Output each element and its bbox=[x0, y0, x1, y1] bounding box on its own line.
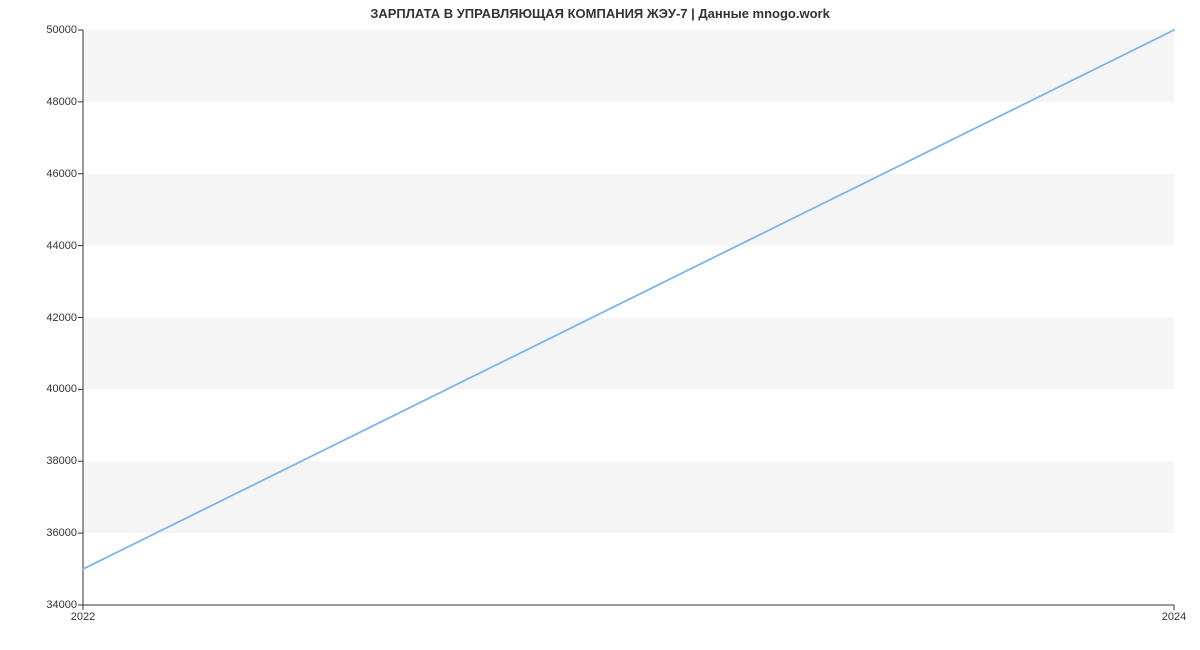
y-axis-tick-label: 50000 bbox=[46, 24, 77, 36]
y-axis-tick-label: 38000 bbox=[46, 455, 77, 467]
y-axis-tick-label: 34000 bbox=[46, 599, 77, 611]
chart-title: ЗАРПЛАТА В УПРАВЛЯЮЩАЯ КОМПАНИЯ ЖЭУ-7 | … bbox=[0, 6, 1200, 21]
plot-area: 3400036000380004000042000440004600048000… bbox=[83, 30, 1174, 605]
y-axis-tick-label: 36000 bbox=[46, 527, 77, 539]
y-axis-tick-label: 40000 bbox=[46, 383, 77, 395]
y-axis-tick-label: 42000 bbox=[46, 312, 77, 324]
y-axis-tick-label: 46000 bbox=[46, 168, 77, 180]
y-axis-tick-label: 44000 bbox=[46, 240, 77, 252]
y-axis-tick-label: 48000 bbox=[46, 96, 77, 108]
x-axis-tick-label: 2024 bbox=[1162, 611, 1186, 623]
salary-line-chart: ЗАРПЛАТА В УПРАВЛЯЮЩАЯ КОМПАНИЯ ЖЭУ-7 | … bbox=[0, 0, 1200, 650]
x-axis-tick-label: 2022 bbox=[71, 611, 95, 623]
